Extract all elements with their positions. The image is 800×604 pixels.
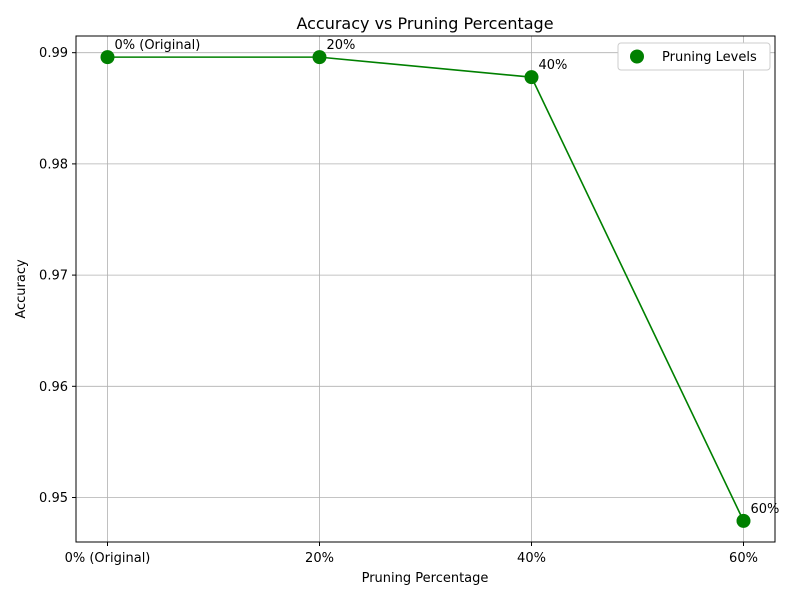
y-tick-label: 0.98: [39, 157, 68, 172]
legend-box: [617, 42, 771, 71]
y-tick-label: 0.99: [39, 46, 68, 61]
legend-label: Pruning Levels: [662, 50, 757, 65]
data-point: [312, 50, 327, 65]
legend-marker: [630, 49, 644, 64]
series-line-layer: [107, 56, 745, 522]
chart-title: Accuracy vs Pruning Percentage: [296, 14, 553, 33]
data-point-annotation: 60%: [751, 502, 780, 517]
data-point-annotation: 20%: [327, 38, 356, 53]
plot-frame: [75, 35, 776, 543]
annotation-layer: 0% (Original) 20% 40% 60%: [115, 38, 780, 517]
y-tick-label: 0.95: [39, 491, 68, 506]
y-tick-label: 0.97: [39, 269, 68, 284]
x-tick-label: 60%: [729, 551, 758, 566]
legend: Pruning Levels: [617, 42, 771, 71]
x-tick-label: 20%: [305, 551, 334, 566]
data-point: [100, 50, 115, 65]
x-tick-label: 0% (Original): [65, 551, 151, 566]
data-point: [524, 70, 539, 85]
marker-layer: [100, 50, 751, 528]
y-axis-label: Accuracy: [14, 259, 29, 319]
data-point-annotation: 0% (Original): [115, 38, 201, 53]
grid-layer: [76, 36, 775, 542]
y-tick-label: 0.96: [39, 380, 68, 395]
x-tick-label: 40%: [517, 551, 546, 566]
data-point-annotation: 40%: [539, 58, 568, 73]
tick-layer: 0% (Original) 20% 40% 60% 0.95 0.96 0.97 0.98 0.…: [39, 46, 758, 566]
data-point: [736, 513, 751, 528]
series-line: [107, 56, 745, 522]
x-axis-label: Pruning Percentage: [362, 571, 489, 586]
